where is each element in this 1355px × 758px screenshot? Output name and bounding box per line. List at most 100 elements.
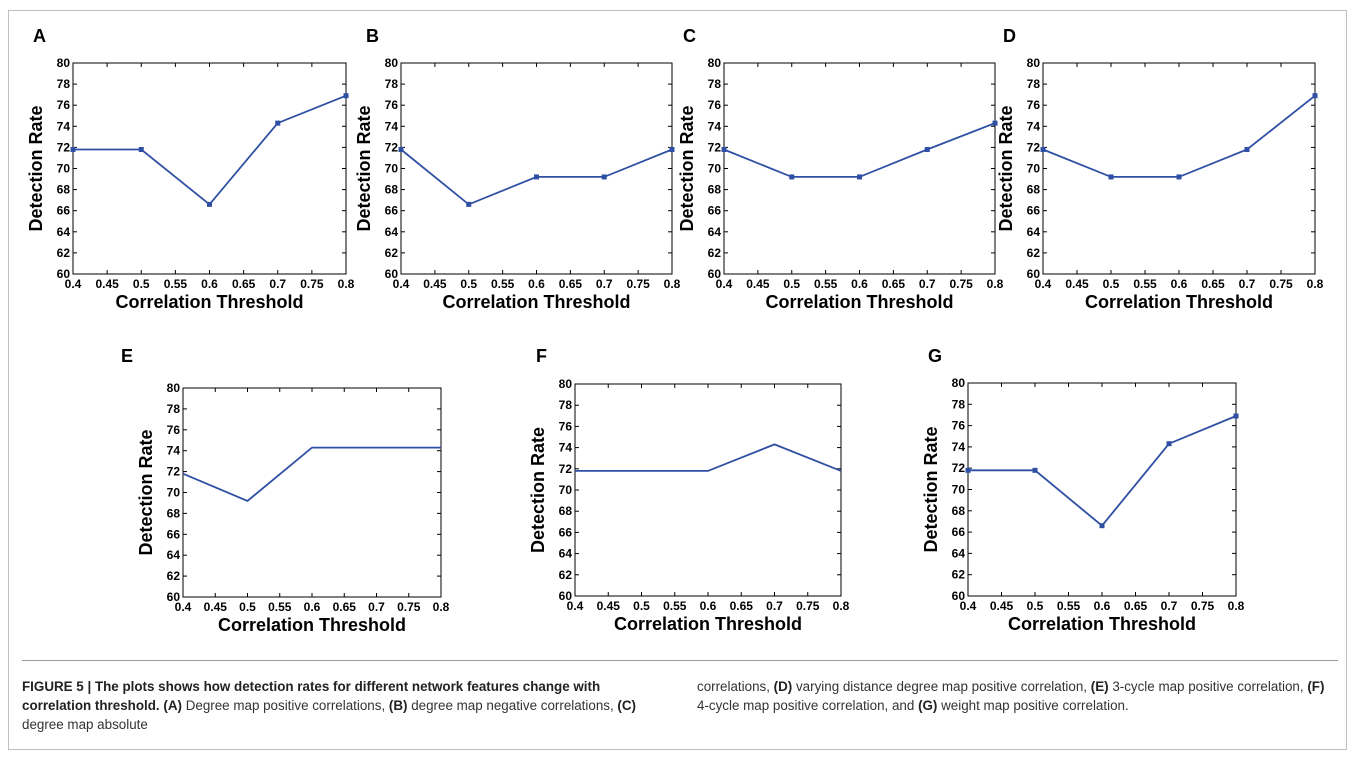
y-tick-label: 80	[559, 377, 573, 391]
x-axis-title-d: Correlation Threshold	[1085, 292, 1273, 312]
plot-frame-d	[1042, 62, 1316, 275]
data-point-g-1	[965, 467, 971, 473]
x-tick-label: 0.65	[1124, 599, 1148, 613]
x-tick-label: 0.5	[1027, 599, 1044, 613]
x-tick-label: 0.7	[1239, 277, 1256, 291]
y-tick-label: 78	[385, 77, 399, 91]
panel-label-c: C	[683, 26, 696, 46]
plot-a: 60 62 64 66 68 70 72 74 76 78 80 0.4 0.45 0.5 0.55 0.6 0…	[26, 56, 355, 312]
y-tick-label: 74	[708, 119, 722, 133]
x-tick-label: 0.7	[596, 277, 613, 291]
x-tick-label: 0.4	[960, 599, 977, 613]
plot-d: 60 62 64 66 68 70 72 74 76 78 80 0.4 0.45 0.5 0.55 0.6 0…	[996, 56, 1324, 312]
y-tick-label: 78	[167, 402, 181, 416]
y-tick-label: 78	[57, 77, 71, 91]
y-axis-title-a: Detection Rate	[26, 105, 46, 231]
data-point-g-3	[1099, 523, 1105, 529]
caption-text-c-start: degree map absolute	[22, 717, 148, 732]
panel-label-d: D	[1003, 26, 1016, 46]
caption-text-f: 4-cycle map positive correlation, and	[697, 698, 919, 713]
y-tick-label: 60	[57, 267, 71, 281]
y-tick-label: 70	[1027, 162, 1041, 176]
y-tick-label: 72	[952, 461, 966, 475]
caption-left-column: FIGURE 5 | The plots shows how detection…	[22, 677, 662, 734]
data-point-a-3	[207, 201, 212, 207]
x-tick-label: 0.75	[949, 277, 973, 291]
data-point-g-5	[1233, 413, 1239, 419]
plot-frame-g	[967, 382, 1237, 597]
x-tick-label: 0.65	[559, 277, 583, 291]
y-tick-label: 60	[708, 267, 722, 281]
data-point-c-2	[789, 174, 795, 180]
y-tick-label: 62	[952, 568, 966, 582]
data-point-c-4	[924, 147, 930, 153]
y-tick-label: 76	[57, 98, 71, 112]
x-tick-label: 0.6	[851, 277, 868, 291]
caption-tag-d: (D)	[773, 679, 793, 694]
x-tick-label: 0.5	[460, 277, 477, 291]
data-point-g-4	[1166, 441, 1172, 447]
y-tick-label: 74	[952, 440, 966, 454]
x-tick-label: 0.75	[300, 277, 324, 291]
y-tick-label: 72	[385, 140, 399, 154]
data-point-b-5	[669, 147, 675, 153]
x-tick-label: 0.4	[1035, 277, 1052, 291]
y-tick-label: 70	[708, 162, 722, 176]
y-tick-label: 70	[57, 162, 71, 176]
y-tick-label: 80	[708, 56, 722, 70]
y-tick-label: 70	[952, 483, 966, 497]
y-tick-label: 76	[708, 98, 722, 112]
y-tick-label: 78	[1027, 77, 1041, 91]
x-tick-label: 0.7	[368, 600, 385, 614]
x-tick-label: 0.4	[65, 277, 82, 291]
x-tick-label: 0.45	[95, 277, 119, 291]
x-tick-label: 0.65	[232, 277, 256, 291]
x-tick-label: 0.8	[1228, 599, 1245, 613]
caption-text-c-end: correlations,	[697, 679, 774, 694]
x-tick-label: 0.6	[201, 277, 218, 291]
x-tick-label: 0.7	[766, 599, 783, 613]
caption-divider	[22, 660, 1338, 661]
plot-c: 60 62 64 66 68 70 72 74 76 78 80 0.4 0.45 0.5 0.55 0.6 0…	[677, 56, 1004, 312]
x-tick-label: 0.75	[796, 599, 820, 613]
y-tick-label: 66	[952, 525, 966, 539]
x-tick-label: 0.5	[1103, 277, 1120, 291]
x-tick-label: 0.8	[664, 277, 681, 291]
plot-g: 60 62 64 66 68 70 72 74 76 78 80 0.4 0.45 0.5 0.55 0.6 0…	[921, 376, 1245, 634]
x-tick-label: 0.65	[882, 277, 906, 291]
data-point-c-1	[721, 147, 727, 153]
caption-tag-a: (A)	[163, 698, 182, 713]
x-tick-label: 0.5	[133, 277, 150, 291]
x-tick-label: 0.5	[239, 600, 256, 614]
x-tick-label: 0.55	[268, 600, 292, 614]
x-tick-label: 0.55	[814, 277, 838, 291]
y-tick-label: 62	[1027, 246, 1041, 260]
y-tick-label: 60	[385, 267, 399, 281]
y-tick-label: 66	[559, 525, 573, 539]
caption-text-g: weight map positive correlation.	[937, 698, 1129, 713]
caption-tag-f: (F)	[1307, 679, 1325, 694]
x-tick-label: 0.55	[663, 599, 687, 613]
caption-figure-label: FIGURE 5 | The plots shows how detection…	[22, 679, 601, 713]
x-tick-label: 0.5	[783, 277, 800, 291]
x-tick-label: 0.6	[1171, 277, 1188, 291]
y-tick-label: 78	[559, 398, 573, 412]
caption-text-d: varying distance degree map positive cor…	[792, 679, 1091, 694]
y-tick-label: 68	[385, 183, 399, 197]
y-axis-title-e: Detection Rate	[136, 429, 156, 555]
x-tick-label: 0.45	[423, 277, 447, 291]
y-axis-title-b: Detection Rate	[354, 105, 374, 231]
y-tick-label: 70	[385, 162, 399, 176]
x-tick-label: 0.6	[528, 277, 545, 291]
y-tick-label: 66	[167, 527, 181, 541]
y-tick-label: 62	[57, 246, 71, 260]
panel-label-b: B	[366, 26, 379, 46]
x-axis-title-a: Correlation Threshold	[115, 292, 303, 312]
x-tick-label: 0.8	[338, 277, 355, 291]
panel-label-g: G	[928, 346, 943, 366]
x-tick-label: 0.55	[1133, 277, 1157, 291]
y-tick-label: 74	[57, 119, 71, 133]
data-point-c-3	[857, 174, 862, 180]
plot-f: 60 62 64 66 68 70 72 74 76 78 80 0.4 0.45 0.5 0.55 0.6 0…	[528, 377, 850, 634]
data-point-g-2	[1032, 467, 1038, 473]
